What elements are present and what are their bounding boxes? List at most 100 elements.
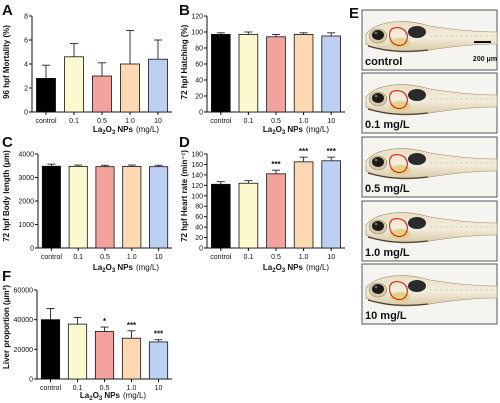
y-tick-label: 0 [24, 110, 28, 117]
y-tick-label: 6 [24, 38, 28, 45]
x-tick-label: 1.0 [125, 118, 135, 125]
bar [211, 34, 231, 113]
x-tick-label: 0.5 [100, 385, 110, 392]
x-tick-label: control [210, 118, 231, 125]
bar [149, 166, 169, 249]
plot-area: 0 1000 2000 3000 4000 control 0.1 0.5 1.0 10 [18, 152, 172, 261]
y-tick-label: 40 [195, 225, 203, 232]
x-axis-label: La2O3 NPs (mg/L) [263, 263, 330, 274]
scale-bar-label: 200 μm [473, 56, 497, 63]
bar [293, 161, 314, 249]
bar [94, 331, 115, 380]
x-tick-label: 0.1 [69, 118, 79, 125]
x-tick-label: control [210, 254, 231, 261]
y-tick-label: 120 [191, 183, 203, 190]
y-tick-label: 20 [195, 235, 203, 242]
eye-highlight [374, 158, 378, 162]
eye-highlight [374, 31, 378, 35]
bar [120, 63, 140, 113]
x-tick-label: 0.1 [244, 118, 254, 125]
x-tick-label: control [35, 118, 56, 125]
bar [67, 323, 88, 380]
yolk [390, 292, 410, 302]
concentration-label: 0.5 mg/L [365, 183, 410, 195]
x-tick-label: control [41, 254, 62, 261]
y-tick-label: 80 [195, 46, 203, 53]
y-tick-label: 0 [199, 110, 203, 117]
y-tick-label: 80 [195, 204, 203, 211]
eye-highlight [374, 285, 378, 289]
y-axis-label: Liver proportion (μm²) [2, 285, 11, 369]
swim-bladder [408, 217, 426, 229]
significance-label: *** [299, 147, 309, 156]
yolk [390, 229, 410, 239]
x-tick-label: 0.5 [271, 118, 281, 125]
plot-area: 0 20 40 60 80 100 120 control 0.1 0.5 1.0 10 [191, 14, 345, 125]
bar [64, 56, 84, 113]
concentration-label: 0.1 mg/L [365, 119, 410, 131]
y-tick-label: 1000 [18, 222, 34, 229]
plot-area: 0 2 4 6 8 control 0.1 0.5 1.0 10 [24, 14, 172, 125]
x-tick-label: 0.1 [244, 254, 254, 261]
y-tick-label: 120 [191, 14, 203, 21]
panel-letter: D [179, 134, 190, 151]
x-tick-label: 0.1 [73, 385, 83, 392]
eye [372, 30, 384, 40]
y-tick-label: 0 [29, 377, 33, 384]
bar [266, 173, 286, 249]
bar [293, 34, 314, 113]
x-tick-label: 10 [155, 254, 163, 261]
x-axis-label: La2O3 NPs (mg/L) [80, 391, 147, 402]
significance-label: * [103, 317, 107, 326]
y-axis-label: 72 hpf Body length (μm) [2, 150, 11, 242]
y-tick-label: 2000 [18, 199, 34, 206]
significance-label: *** [154, 330, 164, 339]
bar [321, 160, 341, 249]
yolk [390, 165, 410, 175]
y-tick-label: 60000 [14, 288, 34, 295]
eye-highlight [374, 222, 378, 226]
x-tick-label: 10 [155, 385, 163, 392]
swim-bladder [408, 26, 426, 38]
liver-outline [389, 281, 408, 300]
x-tick-label: 0.1 [73, 254, 83, 261]
bar [148, 58, 168, 113]
bar [238, 34, 259, 113]
pigment-stripe [367, 236, 429, 243]
x-axis-label: La2O3 NPs (mg/L) [263, 125, 330, 136]
pigment-stripe [367, 108, 429, 115]
swim-bladder [408, 89, 426, 101]
x-tick-label: 1.0 [299, 254, 309, 261]
x-tick-label: 0.5 [100, 254, 110, 261]
panel-letter: A [2, 2, 13, 19]
y-tick-label: 0 [199, 246, 203, 253]
concentration-label: control [365, 56, 402, 68]
significance-label: *** [327, 147, 337, 156]
pigment-stripe [367, 172, 429, 179]
y-tick-label: 60 [195, 214, 203, 221]
bar [211, 183, 231, 249]
y-tick-label: 160 [191, 162, 203, 169]
y-tick-label: 20 [195, 94, 203, 101]
bar [121, 337, 142, 380]
panel-d-chart: D 72 hpf Heart rate (min⁻¹) 020406080100… [179, 134, 345, 274]
bar [238, 182, 259, 249]
x-tick-label: 10 [327, 254, 335, 261]
larva-photo: 0.5 mg/L [361, 136, 498, 198]
liver-outline [389, 154, 408, 173]
panel-letter: B [179, 2, 190, 19]
y-axis-label: 72 hpf Hatching (%) [180, 24, 189, 99]
panel-letter: E [349, 5, 359, 22]
panel-e-photos: E control 0.1 mg/L 0.5 mg/L 1.0 mg/L 10 mg/L… [349, 5, 498, 325]
larva-photo: 10 mg/L [361, 263, 498, 325]
bar [41, 165, 61, 249]
y-tick-label: 3000 [18, 175, 34, 182]
bar [122, 166, 142, 249]
x-axis-label: La2O3 NPs (mg/L) [93, 263, 160, 274]
bar [40, 319, 61, 380]
concentration-label: 1.0 mg/L [365, 247, 410, 259]
eye [372, 284, 384, 294]
liver-outline [389, 27, 408, 46]
bar [92, 75, 112, 113]
